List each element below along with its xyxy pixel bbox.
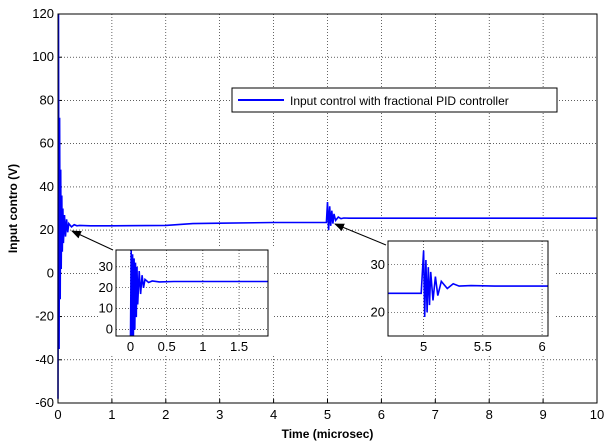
x-tick-label: 9 [539,407,546,422]
inset-y-tick-label: 30 [99,259,113,274]
y-tick-label: 40 [40,179,54,194]
inset-plot-area [388,241,548,336]
arrow-to-start-region [71,230,114,251]
inset-zoom-step: 5 5.5 6 20 30 [370,237,554,354]
y-axis-label: Input contro (V) [6,164,20,253]
y-tick-label: -20 [35,309,54,324]
x-tick-label: 6 [378,407,385,422]
y-tick-label: 0 [47,265,54,280]
x-tick-label: 0 [54,407,61,422]
y-tick-label: 120 [32,6,54,21]
inset-series-line [129,249,268,337]
x-tick-label: 3 [216,407,223,422]
inset-x-tick-label: 1.5 [230,339,248,354]
inset-zoom-start: 0 0.5 1 1.5 0 10 20 30 [98,246,274,354]
inset-y-tick-label: 20 [99,280,113,295]
x-tick-label: 2 [162,407,169,422]
inset-frame [387,240,549,337]
legend: Input control with fractional PID contro… [231,87,558,113]
inset-x-tick-label: 6 [538,339,545,354]
x-tick-label: 1 [108,407,115,422]
y-tick-label: 80 [40,92,54,107]
main-series [57,13,597,399]
y-tick-label: 100 [32,49,54,64]
inset-series-line [388,250,548,318]
legend-box [231,87,558,113]
inset-x-tick-label: 5.5 [474,339,492,354]
plot-frame [57,13,598,404]
inset-x-tick-label: 0.5 [158,339,176,354]
inset-y-tick-label: 0 [106,322,113,337]
inset-y-tick-label: 30 [371,257,385,272]
x-tick-label: 7 [432,407,439,422]
inset-x-tick-label: 1 [199,339,206,354]
x-tick-label: 5 [324,407,331,422]
annotation-arrows [71,223,387,251]
arrow-to-step-region [334,223,387,246]
y-tick-label: -60 [35,395,54,410]
y-tick-label: -40 [35,352,54,367]
legend-entry-label: Input control with fractional PID contro… [290,94,509,108]
series-line [57,13,597,399]
x-tick-label: 10 [590,407,604,422]
x-tick-label: 8 [486,407,493,422]
inset-y-tick-label: 20 [371,304,385,319]
x-tick-label: 4 [270,407,277,422]
y-tick-label: 60 [40,136,54,151]
x-axis-label: Time (microsec) [282,427,374,441]
y-tick-label: 20 [40,222,54,237]
inset-frame [115,249,269,337]
inset-x-tick-label: 5 [420,339,427,354]
inset-x-tick-label: 0 [127,339,134,354]
inset-y-tick-label: 10 [99,301,113,316]
